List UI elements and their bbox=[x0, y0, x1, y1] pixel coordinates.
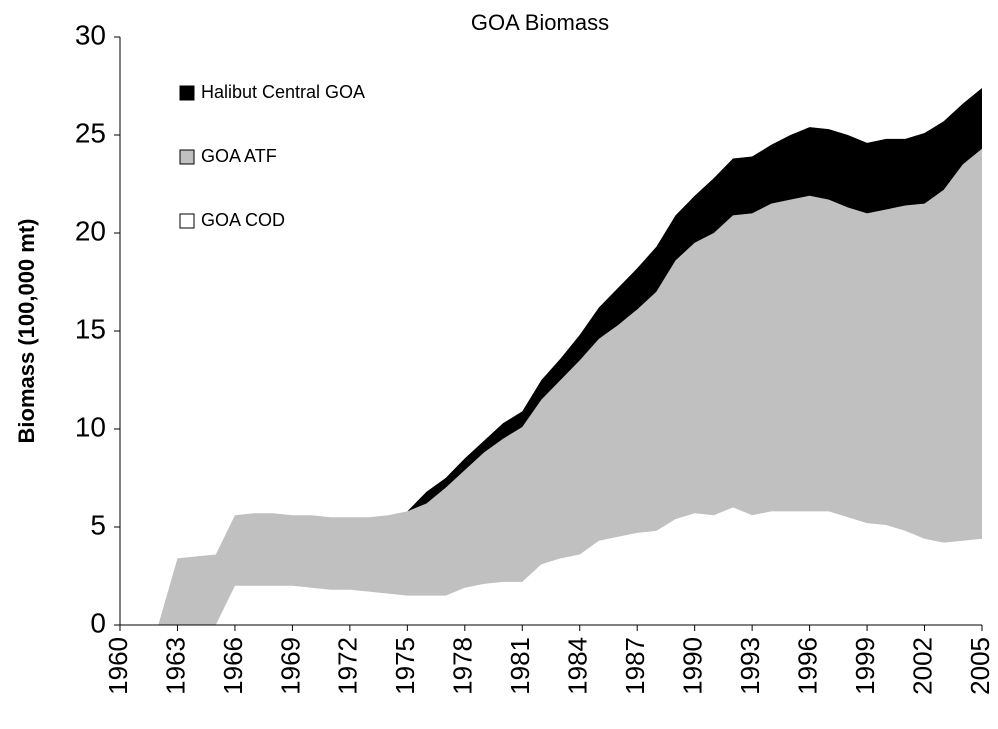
y-tick-label: 5 bbox=[90, 509, 106, 540]
legend-label: GOA ATF bbox=[201, 146, 277, 166]
x-tick-label: 1981 bbox=[505, 637, 535, 695]
y-tick-label: 0 bbox=[90, 607, 106, 638]
x-tick-label: 1984 bbox=[563, 637, 593, 695]
x-tick-label: 1972 bbox=[333, 637, 363, 695]
x-tick-label: 1960 bbox=[103, 637, 133, 695]
y-tick-label: 15 bbox=[75, 313, 106, 344]
area bbox=[120, 87, 982, 625]
legend-swatch bbox=[179, 85, 195, 101]
x-tick-label: 1963 bbox=[160, 637, 190, 695]
chart-title: GOA Biomass bbox=[471, 10, 609, 35]
area bbox=[120, 507, 982, 625]
x-tick-label: 1978 bbox=[448, 637, 478, 695]
x-tick-label: 1993 bbox=[735, 637, 765, 695]
y-axis-label: Biomass (100,000 mt) bbox=[14, 219, 39, 444]
x-tick-label: 2005 bbox=[965, 637, 995, 695]
legend-swatch bbox=[179, 149, 195, 165]
legend-swatch bbox=[179, 213, 195, 229]
y-tick-label: 20 bbox=[75, 215, 106, 246]
x-tick-label: 1996 bbox=[792, 637, 822, 695]
x-tick-label: 2002 bbox=[907, 637, 937, 695]
x-tick-label: 1987 bbox=[620, 637, 650, 695]
x-tick-label: 1975 bbox=[390, 637, 420, 695]
x-tick-label: 1966 bbox=[218, 637, 248, 695]
y-tick-label: 25 bbox=[75, 117, 106, 148]
x-tick-label: 1969 bbox=[275, 637, 305, 695]
legend-label: Halibut Central GOA bbox=[201, 82, 365, 102]
x-tick-label: 1999 bbox=[850, 637, 880, 695]
legend-label: GOA COD bbox=[201, 210, 285, 230]
area bbox=[120, 148, 982, 625]
y-tick-label: 10 bbox=[75, 411, 106, 442]
y-tick-label: 30 bbox=[75, 19, 106, 50]
x-tick-label: 1990 bbox=[678, 637, 708, 695]
